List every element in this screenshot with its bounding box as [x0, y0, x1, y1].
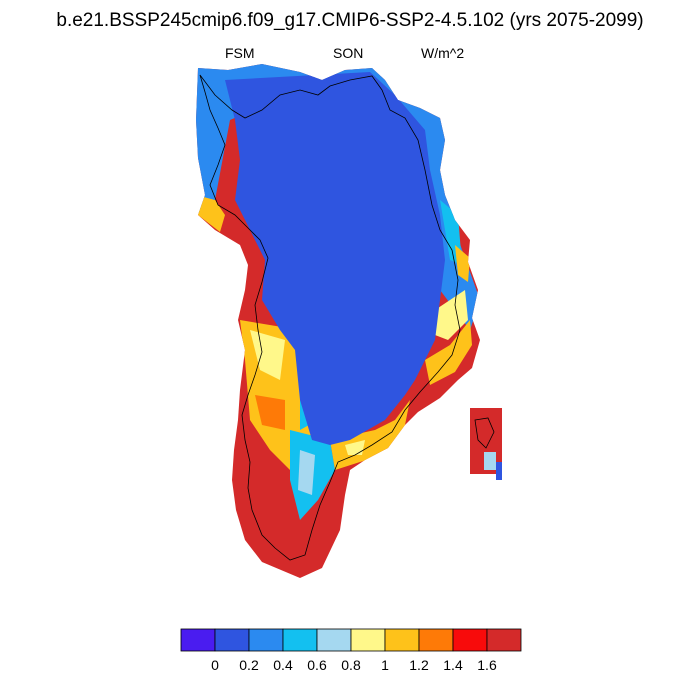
variable-label: FSM [225, 45, 255, 61]
colorbar-tick-label: 1 [381, 657, 389, 673]
colorbar-swatch [418, 628, 454, 652]
plot-title: b.e21.BSSP245cmip6.f09_g17.CMIP6-SSP2-4.… [56, 10, 644, 31]
east-coast-patch [496, 462, 502, 480]
colorbar-tick-label: 0.8 [341, 657, 361, 673]
colorbar-tick-label: 1.6 [477, 657, 497, 673]
field-band [455, 245, 470, 282]
ice-sheet-field [196, 64, 480, 578]
field-band [345, 440, 365, 455]
colorbar-tick-label: 0.6 [307, 657, 327, 673]
field-band [225, 72, 445, 445]
field-band [255, 395, 285, 430]
field-band [298, 450, 315, 495]
units-label: W/m^2 [421, 45, 465, 61]
colorbar-swatch [282, 628, 318, 652]
colorbar-swatch [214, 628, 250, 652]
colorbar-swatch [248, 628, 284, 652]
colorbar-tick-label: 0.4 [273, 657, 293, 673]
colorbar-tick-label: 1.2 [409, 657, 429, 673]
east-coast-patch [484, 452, 496, 470]
coastline-path [474, 417, 495, 449]
colorbar-tick-label: 0 [211, 657, 219, 673]
colorbar-swatch [452, 628, 488, 652]
colorbar-swatch [350, 628, 386, 652]
coastline [199, 74, 495, 561]
field-band [250, 330, 285, 380]
colorbar-swatch [316, 628, 352, 652]
colorbar-tick-label: 1.4 [443, 657, 463, 673]
colorbar-swatch [486, 628, 522, 652]
colorbar-swatch [180, 628, 216, 652]
season-label: SON [333, 45, 364, 61]
colorbar-swatch [384, 628, 420, 652]
coastline-path [199, 74, 461, 561]
field-band [425, 320, 472, 385]
colorbar-tick-label: 0.2 [239, 657, 259, 673]
